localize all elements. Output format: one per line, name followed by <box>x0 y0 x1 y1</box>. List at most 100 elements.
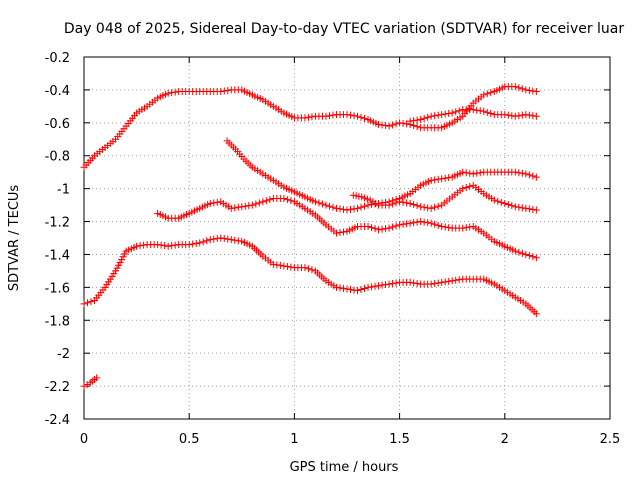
data-point <box>161 242 169 250</box>
data-point <box>357 286 365 294</box>
data-points <box>80 83 540 390</box>
data-point <box>532 206 540 214</box>
data-point <box>511 168 519 176</box>
data-point <box>210 235 218 243</box>
data-point <box>287 263 295 271</box>
data-point <box>339 205 347 213</box>
data-point <box>438 111 446 119</box>
data-point <box>343 206 351 214</box>
data-point <box>427 204 435 212</box>
data-point <box>220 87 228 95</box>
data-point <box>403 120 411 128</box>
y-tick-label: -1.2 <box>45 216 70 231</box>
data-point <box>354 112 362 120</box>
data-point <box>417 218 425 226</box>
data-point <box>522 86 530 94</box>
data-point <box>480 91 488 99</box>
data-point <box>410 201 418 209</box>
data-point <box>392 120 400 128</box>
data-point <box>361 202 369 210</box>
data-point <box>87 298 95 306</box>
data-point <box>420 218 428 226</box>
data-point <box>410 219 418 227</box>
data-point <box>452 108 460 116</box>
data-point <box>431 112 439 120</box>
data-point <box>210 199 218 207</box>
y-axis-label: SDTVAR / TECUs <box>7 185 22 292</box>
data-point <box>452 276 460 284</box>
data-point <box>392 199 400 207</box>
data-point <box>522 170 530 178</box>
data-point <box>424 219 432 227</box>
data-point <box>315 199 323 207</box>
data-point <box>224 86 232 94</box>
data-point <box>382 122 390 130</box>
data-point <box>371 225 379 233</box>
data-point <box>445 224 453 232</box>
data-point <box>354 204 362 212</box>
data-point <box>518 169 526 177</box>
data-point <box>525 205 533 213</box>
data-point <box>168 89 176 97</box>
data-point <box>231 204 239 212</box>
data-point <box>462 224 470 232</box>
y-tick-label: -0.4 <box>45 84 70 99</box>
data-point <box>434 202 442 210</box>
data-point <box>399 198 407 206</box>
data-point <box>431 280 439 288</box>
data-point <box>136 242 144 250</box>
x-tick-labels: 0 0.5 1 1.5 2 2.5 <box>80 432 620 447</box>
data-point <box>518 111 526 119</box>
x-tick-label: 1 <box>290 432 298 447</box>
data-point <box>266 196 274 204</box>
data-point <box>455 276 463 284</box>
data-point <box>518 204 526 212</box>
data-point <box>515 203 523 211</box>
data-point <box>332 204 340 212</box>
data-point <box>396 198 404 206</box>
data-point <box>378 225 386 233</box>
data-point <box>234 237 242 245</box>
y-tick-labels: -0.2 -0.4 -0.6 -0.8 -1 -1.2 -1.4 -1.6 -1.8 -2 -2.2… <box>45 51 70 428</box>
data-point <box>354 287 362 295</box>
data-point <box>413 116 421 124</box>
data-point <box>325 112 333 120</box>
data-point <box>403 199 411 207</box>
data-point <box>224 235 232 243</box>
data-point <box>168 242 176 250</box>
data-point <box>368 224 376 232</box>
data-point <box>385 122 393 130</box>
data-point <box>459 185 467 193</box>
data-point <box>424 113 432 121</box>
data-point <box>154 241 162 249</box>
series-sat-g <box>80 374 101 390</box>
data-point <box>413 218 421 226</box>
data-point <box>343 285 351 293</box>
y-tick-label: -0.2 <box>45 51 70 66</box>
data-point <box>171 241 179 249</box>
data-point <box>459 224 467 232</box>
y-tick-label: -2.4 <box>45 413 70 428</box>
data-point <box>459 168 467 176</box>
data-point <box>504 201 512 209</box>
data-point <box>332 229 340 237</box>
data-point <box>84 299 92 307</box>
data-point <box>417 116 425 124</box>
data-point <box>157 241 165 249</box>
data-point <box>336 229 344 237</box>
data-point <box>343 111 351 119</box>
data-point <box>466 223 474 231</box>
data-point <box>525 86 533 94</box>
data-point <box>515 169 523 177</box>
data-point <box>382 225 390 233</box>
data-point <box>185 241 193 249</box>
data-point <box>269 260 277 268</box>
data-point <box>529 253 537 261</box>
data-point <box>476 169 484 177</box>
data-point <box>361 284 369 292</box>
plot-frame <box>83 56 611 420</box>
data-point <box>308 266 316 274</box>
data-point <box>280 195 288 203</box>
data-point <box>420 114 428 122</box>
